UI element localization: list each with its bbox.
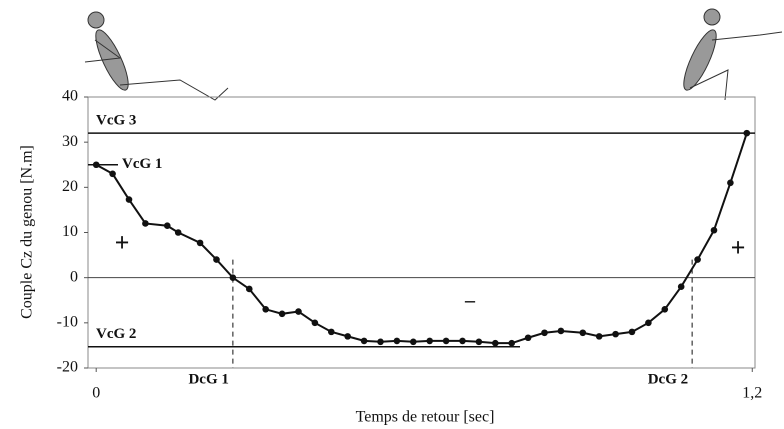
data-point — [727, 179, 734, 187]
data-point — [278, 310, 286, 318]
data-point — [92, 161, 100, 169]
data-point — [311, 319, 319, 327]
data-point — [174, 229, 182, 236]
reference-label: VcG 1 — [122, 156, 162, 172]
data-point — [475, 338, 483, 346]
data-point — [377, 338, 384, 346]
plot-frame — [87, 96, 756, 369]
data-point — [196, 239, 204, 247]
annotation: + — [731, 233, 746, 262]
reference-label: VcG 3 — [96, 113, 136, 129]
x-axis-label: Temps de retour [sec] — [356, 409, 495, 426]
x-tick-label: 0 — [92, 385, 100, 402]
data-point — [743, 129, 751, 137]
data-point — [344, 333, 351, 340]
figure-left — [84, 11, 229, 101]
data-point — [557, 327, 565, 335]
data-point — [628, 328, 636, 336]
y-tick-label: 40 — [62, 88, 78, 105]
data-point — [393, 337, 401, 345]
data-point — [295, 308, 302, 315]
reference-label: DcG 1 — [188, 371, 228, 387]
figure-right — [683, 8, 783, 101]
data-point — [524, 334, 532, 342]
data-point — [163, 222, 171, 230]
data-point — [694, 256, 701, 263]
y-tick-label: 10 — [62, 223, 78, 240]
y-tick-label: 20 — [62, 178, 78, 195]
data-point — [229, 274, 237, 281]
data-point — [541, 329, 548, 337]
data-point — [612, 330, 619, 338]
data-point — [426, 337, 434, 345]
y-tick-label: 0 — [70, 268, 78, 285]
data-point — [492, 339, 499, 347]
data-point — [710, 226, 718, 234]
data-point — [262, 305, 269, 313]
data-point — [213, 256, 220, 263]
data-point — [109, 170, 116, 178]
data-point — [508, 339, 516, 347]
annotation: + — [115, 228, 130, 257]
y-tick-label: -20 — [57, 359, 78, 376]
data-point — [459, 337, 466, 345]
reference-label: VcG 2 — [96, 326, 136, 342]
data-point — [142, 220, 149, 227]
data-point — [677, 283, 685, 291]
data-point — [645, 319, 652, 327]
data-point — [661, 305, 669, 313]
data-point — [245, 285, 253, 293]
data-point — [579, 329, 587, 337]
data-point — [595, 333, 603, 340]
x-tick-label: 1,2 — [742, 385, 762, 402]
data-point — [442, 337, 450, 345]
y-tick-label: -10 — [57, 314, 78, 331]
data-point — [360, 337, 368, 345]
annotation: – — [464, 290, 476, 312]
reference-label: DcG 2 — [648, 371, 688, 387]
y-axis-label: Couple Cz du genou [N.m] — [19, 145, 36, 319]
data-line — [95, 132, 748, 345]
data-point — [125, 196, 133, 203]
y-tick-label: 30 — [62, 133, 78, 150]
data-point — [409, 338, 417, 346]
data-point — [327, 328, 335, 336]
